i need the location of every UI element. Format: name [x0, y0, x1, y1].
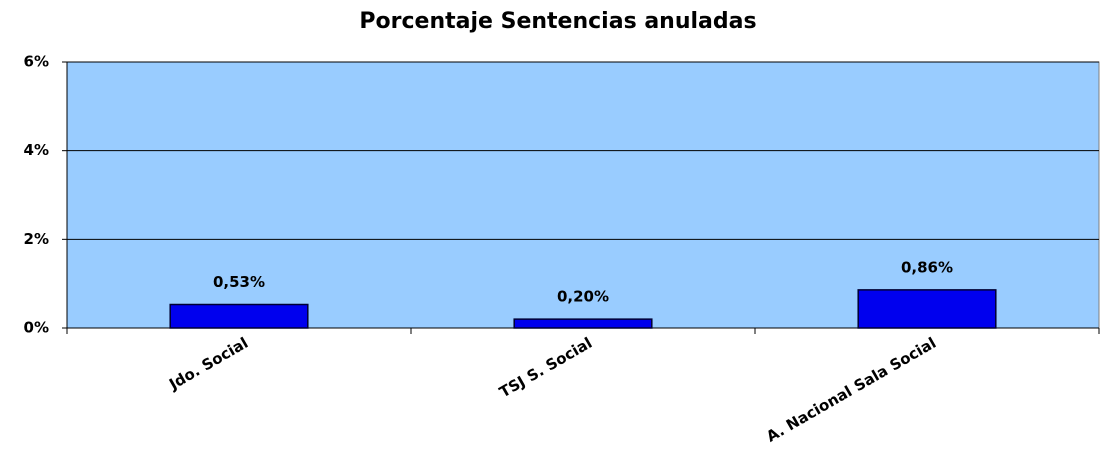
value-label: 0,53%	[213, 273, 265, 291]
y-tick-label: 2%	[24, 230, 49, 248]
bar	[169, 303, 309, 329]
y-tick-label: 0%	[24, 319, 49, 337]
plot-area	[66, 61, 1100, 329]
x-tick-label: TSJ S. Social	[496, 334, 595, 402]
bar	[513, 318, 653, 329]
y-tick-label: 4%	[24, 141, 49, 159]
bar	[857, 289, 997, 329]
x-tick-label: A. Nacional Sala Social	[763, 334, 939, 446]
value-label: 0,20%	[557, 288, 609, 306]
y-tick-label: 6%	[24, 53, 49, 71]
x-tick-label: Jdo. Social	[165, 334, 251, 394]
chart-title: Porcentaje Sentencias anuladas	[359, 9, 756, 34]
value-label: 0,86%	[901, 258, 953, 276]
